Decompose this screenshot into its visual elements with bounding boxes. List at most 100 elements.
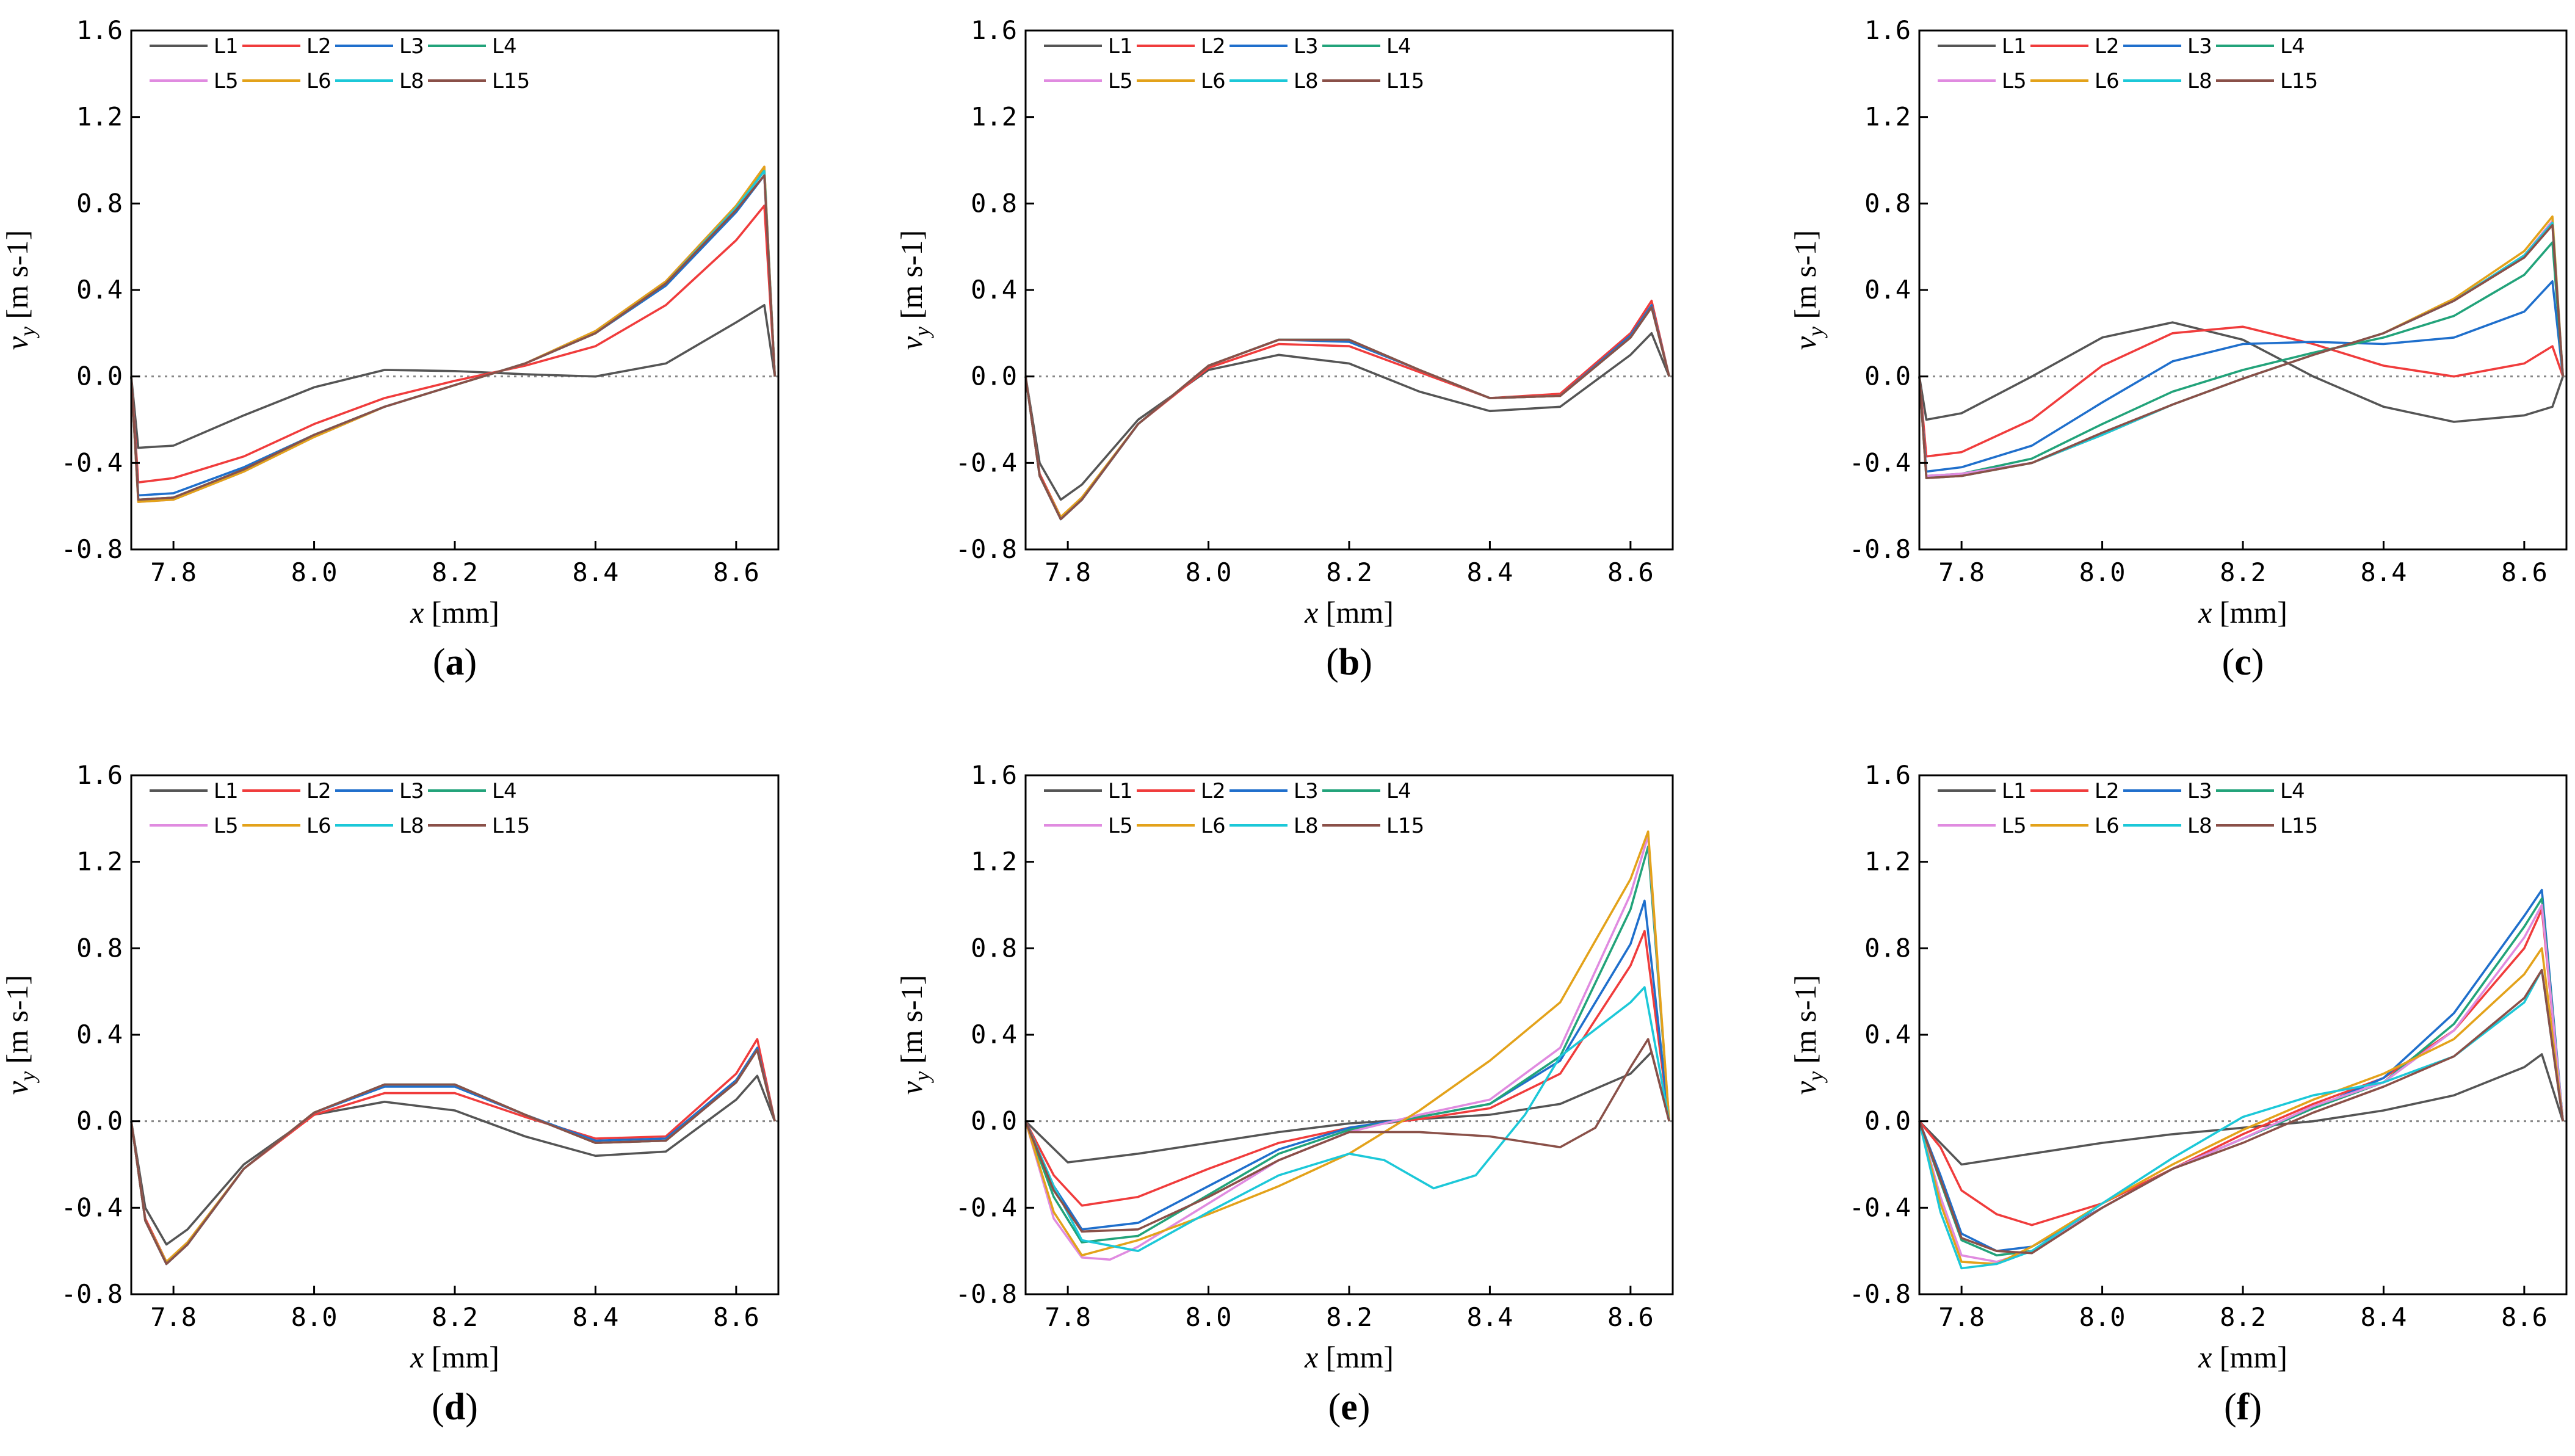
- legend-label-L5: L5: [2002, 69, 2027, 93]
- y-tick-label: -0.4: [955, 1192, 1017, 1222]
- legend-label-L8: L8: [399, 69, 424, 93]
- plot-frame: [1024, 29, 1674, 551]
- y-tick-label: 0.0: [971, 1106, 1017, 1136]
- panel-label: (f): [2224, 1386, 2262, 1428]
- x-tick-label: 8.0: [1186, 1302, 1232, 1332]
- y-tick-label: -0.8: [1849, 1279, 1911, 1309]
- x-axis-label: x [mm]: [1304, 1340, 1394, 1374]
- x-tick-label: 7.8: [1938, 557, 1985, 587]
- x-axis-label: x [mm]: [1304, 595, 1394, 629]
- series-line-L1: [130, 1074, 776, 1246]
- series-line-L15: [1024, 1038, 1670, 1233]
- y-tick-label: 1.6: [1864, 15, 1911, 45]
- x-tick-label: 8.2: [2220, 1302, 2266, 1332]
- y-tick-label: 0.4: [1864, 275, 1911, 305]
- legend-label-L5: L5: [1108, 69, 1133, 93]
- x-tick-label: 8.6: [2501, 557, 2548, 587]
- legend-label-L3: L3: [399, 34, 424, 59]
- legend-label-L5: L5: [214, 814, 239, 838]
- y-tick-label: 0.4: [76, 275, 123, 305]
- series-line-L1: [1918, 321, 2564, 423]
- chart-panel-6: -0.8 -0.4 0.0 0.4 0.8 1.2 1.6 7.8 8.0 8.2 8.4 8.6 x …: [1788, 760, 2568, 1428]
- series-line-L3: [1024, 899, 1670, 1231]
- legend-label-L4: L4: [1386, 779, 1411, 803]
- series-line-L4: [1918, 897, 2564, 1257]
- series-line-L3: [130, 174, 776, 497]
- y-tick-label: 1.2: [1864, 847, 1911, 877]
- legend-label-L6: L6: [306, 69, 331, 93]
- y-tick-label: 0.4: [76, 1020, 123, 1049]
- y-tick-label: 0.0: [76, 361, 123, 391]
- series-line-L8: [130, 1049, 776, 1266]
- series-line-L8: [130, 170, 776, 501]
- y-tick-label: 1.6: [971, 15, 1017, 45]
- x-tick-label: 8.4: [2361, 557, 2407, 587]
- legend-label-L4: L4: [2280, 779, 2305, 803]
- x-axis-label: x [mm]: [2198, 1340, 2287, 1374]
- legend-label-L2: L2: [1201, 779, 1226, 803]
- series-line-L2: [1918, 325, 2564, 458]
- series-line-L6: [130, 1049, 776, 1263]
- legend-label-L5: L5: [214, 69, 239, 93]
- y-tick-label: 0.4: [971, 275, 1017, 305]
- series-line-L6: [1918, 947, 2564, 1266]
- y-tick-label: -0.4: [1849, 1192, 1911, 1222]
- y-tick-label: 1.6: [76, 760, 123, 790]
- legend-label-L2: L2: [306, 779, 331, 803]
- x-tick-label: 8.2: [1326, 1302, 1372, 1332]
- y-tick-label: 1.2: [971, 847, 1017, 877]
- series-line-L5: [1918, 219, 2564, 477]
- y-tick-label: -0.8: [955, 534, 1017, 564]
- legend-label-L3: L3: [1294, 779, 1319, 803]
- x-tick-label: 7.8: [1045, 557, 1091, 587]
- series-line-L2: [1024, 299, 1670, 518]
- x-tick-label: 8.0: [291, 1302, 338, 1332]
- legend-label-L15: L15: [1386, 814, 1424, 838]
- panel-label: (e): [1328, 1386, 1371, 1428]
- chart-panel-5: -0.8 -0.4 0.0 0.4 0.8 1.2 1.6 7.8 8.0 8.2 8.4 8.6 x …: [894, 760, 1674, 1428]
- series-line-L4: [1918, 241, 2564, 477]
- series-line-L4: [130, 167, 776, 501]
- y-axis-label: vy [m s-1]: [894, 975, 934, 1095]
- legend-label-L4: L4: [2280, 34, 2305, 59]
- chart-panel-1: -0.8 -0.4 0.0 0.4 0.8 1.2 1.6 7.8 8.0 8.2 8.4 8.6 x …: [0, 15, 780, 683]
- y-tick-label: 1.2: [76, 102, 123, 132]
- y-tick-label: 1.2: [76, 847, 123, 877]
- legend-label-L2: L2: [2095, 779, 2120, 803]
- series-line-L1: [1024, 331, 1670, 501]
- legend-label-L1: L1: [1108, 779, 1133, 803]
- legend-label-L15: L15: [2280, 69, 2318, 93]
- legend-label-L5: L5: [2002, 814, 2027, 838]
- panel-label: (c): [2222, 642, 2264, 683]
- series-line-L2: [1918, 908, 2564, 1226]
- legend-label-L3: L3: [2187, 779, 2212, 803]
- y-tick-label: 0.4: [971, 1020, 1017, 1049]
- y-tick-label: 0.8: [76, 933, 123, 963]
- x-tick-label: 8.2: [1326, 557, 1372, 587]
- y-tick-label: -0.8: [1849, 534, 1911, 564]
- series-line-L6: [1024, 830, 1670, 1257]
- legend-label-L8: L8: [1294, 814, 1319, 838]
- x-tick-label: 7.8: [1045, 1302, 1091, 1332]
- series-line-L2: [130, 1038, 776, 1263]
- legend-label-L2: L2: [306, 34, 331, 59]
- y-axis-label: vy [m s-1]: [0, 975, 40, 1095]
- series-line-L8: [1918, 969, 2564, 1270]
- x-axis-label: x [mm]: [2198, 595, 2287, 629]
- legend-label-L6: L6: [2095, 814, 2120, 838]
- plot-frame: [130, 774, 780, 1295]
- series-line-L5: [1918, 904, 2564, 1263]
- legend-label-L8: L8: [2187, 814, 2212, 838]
- legend-label-L3: L3: [1294, 34, 1319, 59]
- x-tick-label: 7.8: [1938, 1302, 1985, 1332]
- y-tick-label: 1.2: [1864, 102, 1911, 132]
- legend-label-L15: L15: [492, 69, 530, 93]
- y-tick-label: 0.8: [971, 933, 1017, 963]
- series-line-L15: [130, 174, 776, 501]
- legend-label-L8: L8: [2187, 69, 2212, 93]
- x-axis-label: x [mm]: [410, 1340, 499, 1374]
- series-line-L5: [130, 165, 776, 503]
- chart-panel-3: -0.8 -0.4 0.0 0.4 0.8 1.2 1.6 7.8 8.0 8.2 8.4 8.6 x …: [1788, 15, 2568, 683]
- x-tick-label: 8.4: [573, 1302, 619, 1332]
